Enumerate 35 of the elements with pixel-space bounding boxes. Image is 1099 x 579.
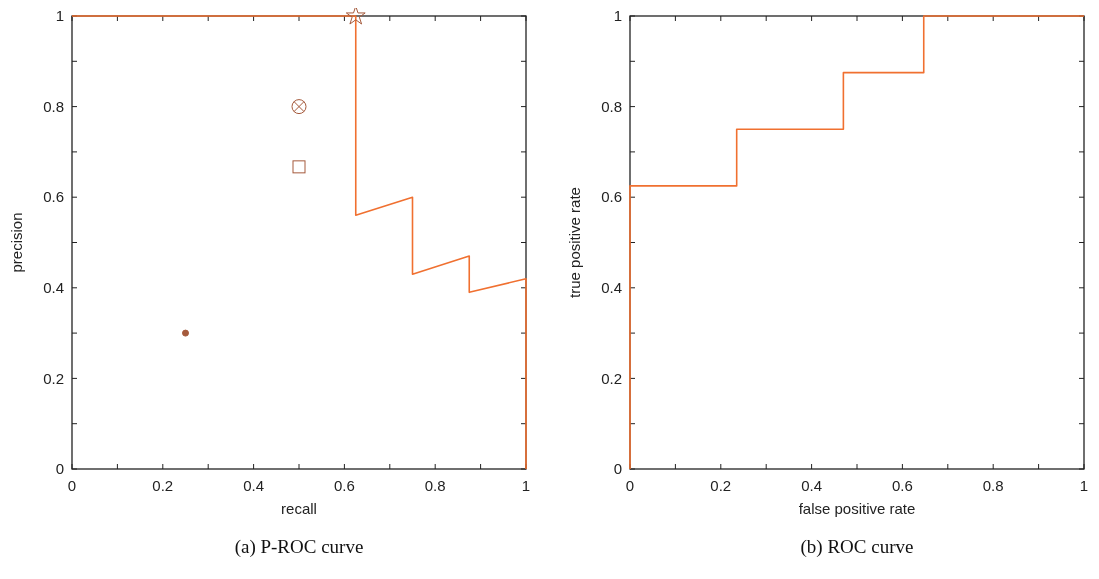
- x-tick-label: 0.4: [801, 477, 823, 494]
- x-tick-label: 0.4: [243, 477, 265, 494]
- y-axis-title: true positive rate: [566, 187, 583, 298]
- y-tick-label: 0.8: [601, 97, 622, 115]
- y-tick-label: 0.8: [43, 97, 64, 115]
- y-tick-label: 1: [613, 7, 622, 25]
- x-tick-label: 0: [67, 477, 77, 494]
- text: (a) P-ROC curve: [234, 536, 364, 558]
- point: [291, 99, 307, 115]
- x-tick-label: 0: [625, 477, 635, 494]
- y-tick-label: 0.6: [43, 188, 64, 206]
- y-tick-label: 0.4: [43, 279, 64, 297]
- y-tick-label: 0: [613, 460, 622, 478]
- text: (b) ROC curve: [800, 536, 914, 558]
- y-tick-label: 1: [55, 7, 64, 25]
- y-tick-label: 0.6: [601, 188, 622, 206]
- x-axis-title: recall: [281, 500, 317, 517]
- point: [345, 8, 366, 25]
- y-tick-label: 0: [55, 460, 64, 478]
- x-tick-label: 0.8: [424, 477, 446, 494]
- x-tick-label: 0.8: [982, 477, 1004, 494]
- x-tick-label: 1: [521, 477, 531, 494]
- point: [182, 329, 189, 337]
- y-tick-label: 0.2: [43, 369, 64, 387]
- point: [292, 160, 306, 174]
- x-tick-label: 0.2: [710, 477, 732, 494]
- x-tick-label: 1: [1079, 477, 1089, 494]
- y-tick-label: 0.2: [601, 369, 622, 387]
- x-tick-label: 0.2: [152, 477, 174, 494]
- y-tick-label: 0.4: [601, 279, 622, 297]
- y-axis-title: precision: [8, 212, 25, 273]
- line-series: [629, 15, 1085, 470]
- x-tick-label: 0.6: [333, 477, 355, 494]
- x-tick-label: 0.6: [891, 477, 913, 494]
- x-axis-title: false positive rate: [798, 500, 916, 517]
